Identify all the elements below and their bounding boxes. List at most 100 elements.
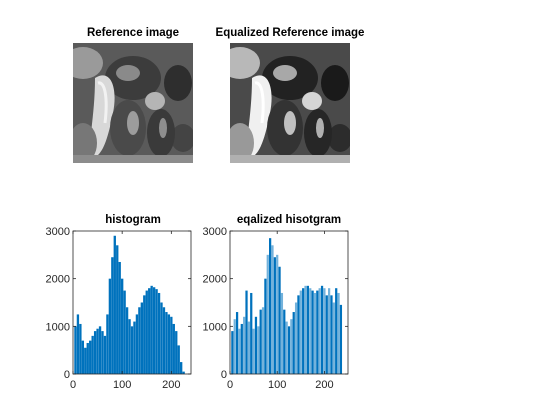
y-tick-label: 2000 <box>46 274 70 286</box>
histogram-bar <box>175 331 178 374</box>
histogram-bar <box>330 295 333 374</box>
histogram-bar <box>91 335 94 374</box>
histogram-bar <box>93 331 97 374</box>
y-tick-label: 2000 <box>203 274 227 286</box>
histogram-bar <box>123 290 126 374</box>
histogram-bar <box>84 347 87 374</box>
histogram-bar <box>309 288 312 374</box>
histogram-bar <box>245 290 248 374</box>
histogram-bar <box>116 245 119 374</box>
histogram-bar <box>157 292 161 374</box>
histogram-bar <box>235 312 239 374</box>
histogram-bar <box>306 285 309 374</box>
histogram-bar <box>89 340 92 374</box>
histogram-title: histogram <box>105 214 161 226</box>
histogram-bar <box>325 295 328 374</box>
histogram-bar <box>135 314 139 374</box>
histogram-bar <box>273 257 276 374</box>
histogram-bar <box>118 261 121 374</box>
histogram-bar <box>143 295 146 374</box>
histogram-bar <box>311 290 314 374</box>
histogram-bar <box>138 307 141 374</box>
histogram-bar <box>259 309 262 374</box>
histogram-bar <box>285 321 288 374</box>
histogram-bar <box>106 314 109 374</box>
histogram-bar <box>165 312 168 374</box>
histogram-bar <box>316 290 319 374</box>
histogram-bar <box>111 257 114 374</box>
histogram-bar <box>150 285 153 374</box>
reference-image-title: Reference image <box>86 27 180 39</box>
histogram-bar <box>313 292 317 374</box>
histogram-bar <box>292 312 295 374</box>
reference-image <box>73 43 193 163</box>
histogram-bar <box>328 288 331 374</box>
x-tick-label: 100 <box>113 379 131 391</box>
histogram-bar <box>254 316 258 374</box>
histogram-bar <box>148 288 151 374</box>
histogram-bar <box>261 307 265 374</box>
axes-box <box>72 230 192 375</box>
histogram-bar <box>233 319 236 374</box>
equalized-reference-image <box>230 43 350 163</box>
histogram-bar <box>167 314 171 374</box>
histogram-bar <box>240 323 243 374</box>
histogram-bar <box>278 266 281 374</box>
histogram-bar <box>299 290 302 374</box>
histogram-bar <box>283 309 286 374</box>
y-tick-label: 0 <box>221 369 227 381</box>
histogram-bar <box>280 292 284 374</box>
equalized-reference-image-title: Equalized Reference image <box>215 27 365 39</box>
histogram-bar <box>177 345 180 374</box>
histogram-bar <box>130 326 134 374</box>
histogram-bar <box>101 331 104 374</box>
histogram-bar <box>152 287 156 374</box>
histogram-bar <box>128 319 131 374</box>
histogram-bar <box>304 285 307 374</box>
histogram-bar <box>182 371 185 374</box>
histogram-bar <box>145 290 148 374</box>
histogram-bar <box>121 278 124 374</box>
y-tick-label: 3000 <box>46 226 70 238</box>
histogram-bar <box>276 254 279 374</box>
histogram-bar <box>231 331 234 374</box>
x-tick-label: 200 <box>162 379 180 391</box>
histogram-bar <box>271 245 274 374</box>
histogram-bar <box>170 316 173 374</box>
histogram-bar <box>160 302 163 374</box>
x-tick-label: 0 <box>227 379 233 391</box>
histogram-bar <box>297 295 300 374</box>
x-tick-label: 100 <box>268 379 286 391</box>
histogram-bar <box>103 335 107 374</box>
histogram-bar <box>323 288 326 374</box>
histogram-bar <box>79 323 82 374</box>
histogram-bar <box>96 328 99 374</box>
histogram-bar <box>86 343 89 374</box>
histogram-bar <box>250 292 253 374</box>
histogram-bar <box>238 328 241 374</box>
histogram-bar <box>243 316 246 374</box>
histogram-bar <box>290 319 293 374</box>
y-tick-label: 1000 <box>46 321 70 333</box>
histogram-bar <box>74 326 77 374</box>
histogram-bar <box>162 307 166 374</box>
histogram-bar <box>318 288 321 374</box>
histogram-bar <box>257 326 260 374</box>
histogram-bar <box>302 288 305 374</box>
histogram-bar <box>337 292 340 374</box>
axes-box <box>229 230 349 375</box>
histogram-bar <box>133 321 136 374</box>
histogram-bar <box>339 304 343 374</box>
histogram-bar <box>294 302 298 374</box>
histogram-bar <box>252 328 255 374</box>
histogram-bar <box>98 326 102 374</box>
histogram-bar <box>140 302 144 374</box>
histogram-bar <box>180 362 183 374</box>
histogram-bar <box>76 314 80 374</box>
histogram-bar <box>172 323 175 374</box>
x-tick-label: 0 <box>70 379 76 391</box>
histogram-bar <box>247 321 250 374</box>
x-tick-label: 200 <box>315 379 333 391</box>
histogram-bar <box>266 254 269 374</box>
